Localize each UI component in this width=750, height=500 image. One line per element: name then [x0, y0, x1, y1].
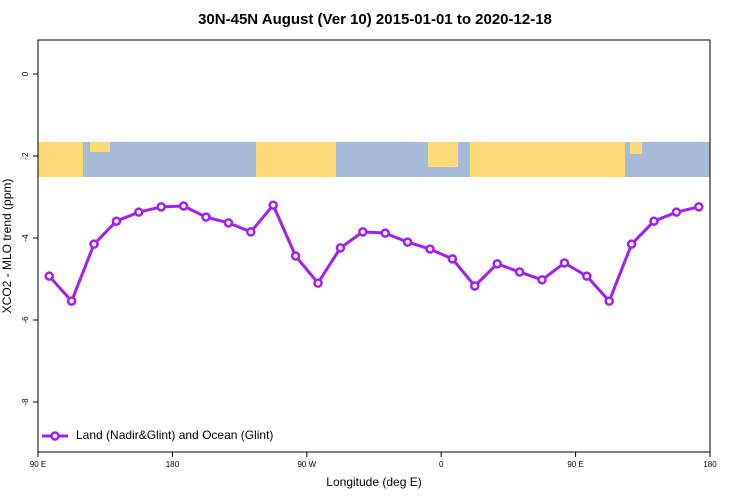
- x-axis-label: Longitude (deg E): [326, 475, 421, 489]
- point: [604, 296, 614, 306]
- point: [358, 227, 368, 237]
- chart-title: 30N-45N August (Ver 10) 2015-01-01 to 20…: [198, 11, 552, 28]
- point: [671, 207, 682, 217]
- x-tick-label: 180: [703, 460, 717, 469]
- x-tick-label: 90 W: [297, 460, 316, 469]
- point: [111, 216, 122, 226]
- point: [290, 251, 301, 261]
- point: [89, 239, 99, 249]
- point: [626, 239, 637, 249]
- point: [492, 259, 502, 269]
- point: [582, 271, 592, 281]
- map-band: [38, 142, 710, 177]
- point: [246, 227, 256, 237]
- point: [134, 207, 144, 217]
- point: [223, 218, 234, 228]
- y-tick-label: -2: [21, 152, 30, 160]
- plot-frame: [37, 39, 711, 453]
- point: [268, 200, 278, 210]
- legend-point: [50, 431, 60, 441]
- point: [156, 202, 166, 212]
- point: [425, 244, 435, 254]
- point: [470, 281, 480, 291]
- y-tick-label: -4: [21, 234, 30, 242]
- point: [201, 212, 211, 222]
- point: [335, 243, 346, 253]
- x-tick-label: 90 E: [30, 460, 46, 469]
- point: [649, 216, 659, 226]
- legend-label: Land (Nadir&Glint) and Ocean (Glint): [76, 428, 273, 442]
- point: [537, 275, 547, 285]
- y-tick-label: -8: [21, 398, 30, 406]
- point: [178, 201, 189, 211]
- point: [66, 296, 77, 306]
- point: [694, 202, 704, 212]
- point: [313, 278, 323, 288]
- y-tick-label: -6: [21, 316, 30, 324]
- x-tick-label: 0: [439, 460, 444, 469]
- point: [380, 228, 390, 238]
- series-line: [48, 202, 700, 304]
- point: [402, 237, 413, 247]
- point: [447, 254, 458, 264]
- point: [559, 258, 570, 268]
- y-tick-label: 0: [21, 71, 30, 76]
- y-axis-label: XCO2 - MLO trend (ppm): [0, 179, 14, 314]
- point: [44, 271, 54, 281]
- x-tick-label: 90 E: [567, 460, 583, 469]
- point: [514, 267, 525, 277]
- x-tick-label: 180: [166, 460, 180, 469]
